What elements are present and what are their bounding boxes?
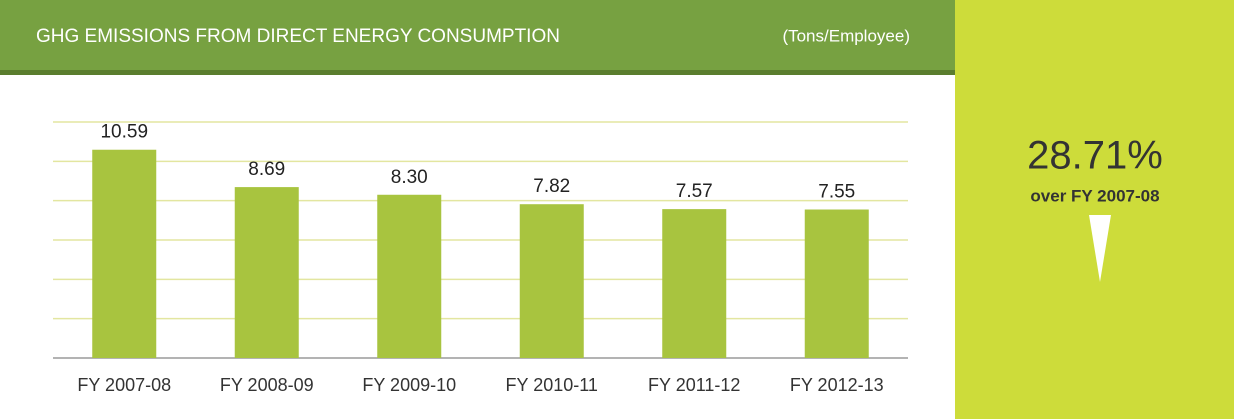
- x-tick-label: FY 2007-08: [77, 375, 171, 395]
- bar: [377, 194, 442, 358]
- down-arrow: [1089, 215, 1111, 282]
- bar: [519, 204, 584, 358]
- value-label: 8.30: [391, 167, 428, 188]
- value-label: 7.82: [533, 176, 570, 197]
- value-label: 8.69: [248, 159, 285, 180]
- bar: [662, 209, 727, 358]
- value-label: 10.59: [100, 122, 148, 143]
- chart-subtitle: (Tons/Employee): [782, 26, 910, 45]
- x-tick-label: FY 2008-09: [220, 375, 314, 395]
- bar: [234, 187, 299, 358]
- x-tick-label: FY 2010-11: [506, 375, 598, 395]
- value-label: 7.55: [818, 182, 855, 203]
- highlight-value: 28.71%: [1027, 134, 1163, 178]
- highlight-caption: over FY 2007-08: [1030, 186, 1159, 205]
- header-rule: [0, 70, 955, 75]
- x-tick-label: FY 2012-13: [790, 375, 884, 395]
- x-tick-label: FY 2009-10: [362, 375, 456, 395]
- chart-title: GHG EMISSIONS FROM DIRECT ENERGY CONSUMP…: [36, 26, 560, 47]
- bar: [92, 149, 157, 358]
- side-panel: [955, 0, 1234, 419]
- bar: [804, 209, 869, 358]
- x-tick-label: FY 2011-12: [648, 375, 740, 395]
- header-band: [0, 0, 955, 70]
- value-label: 7.57: [676, 181, 713, 202]
